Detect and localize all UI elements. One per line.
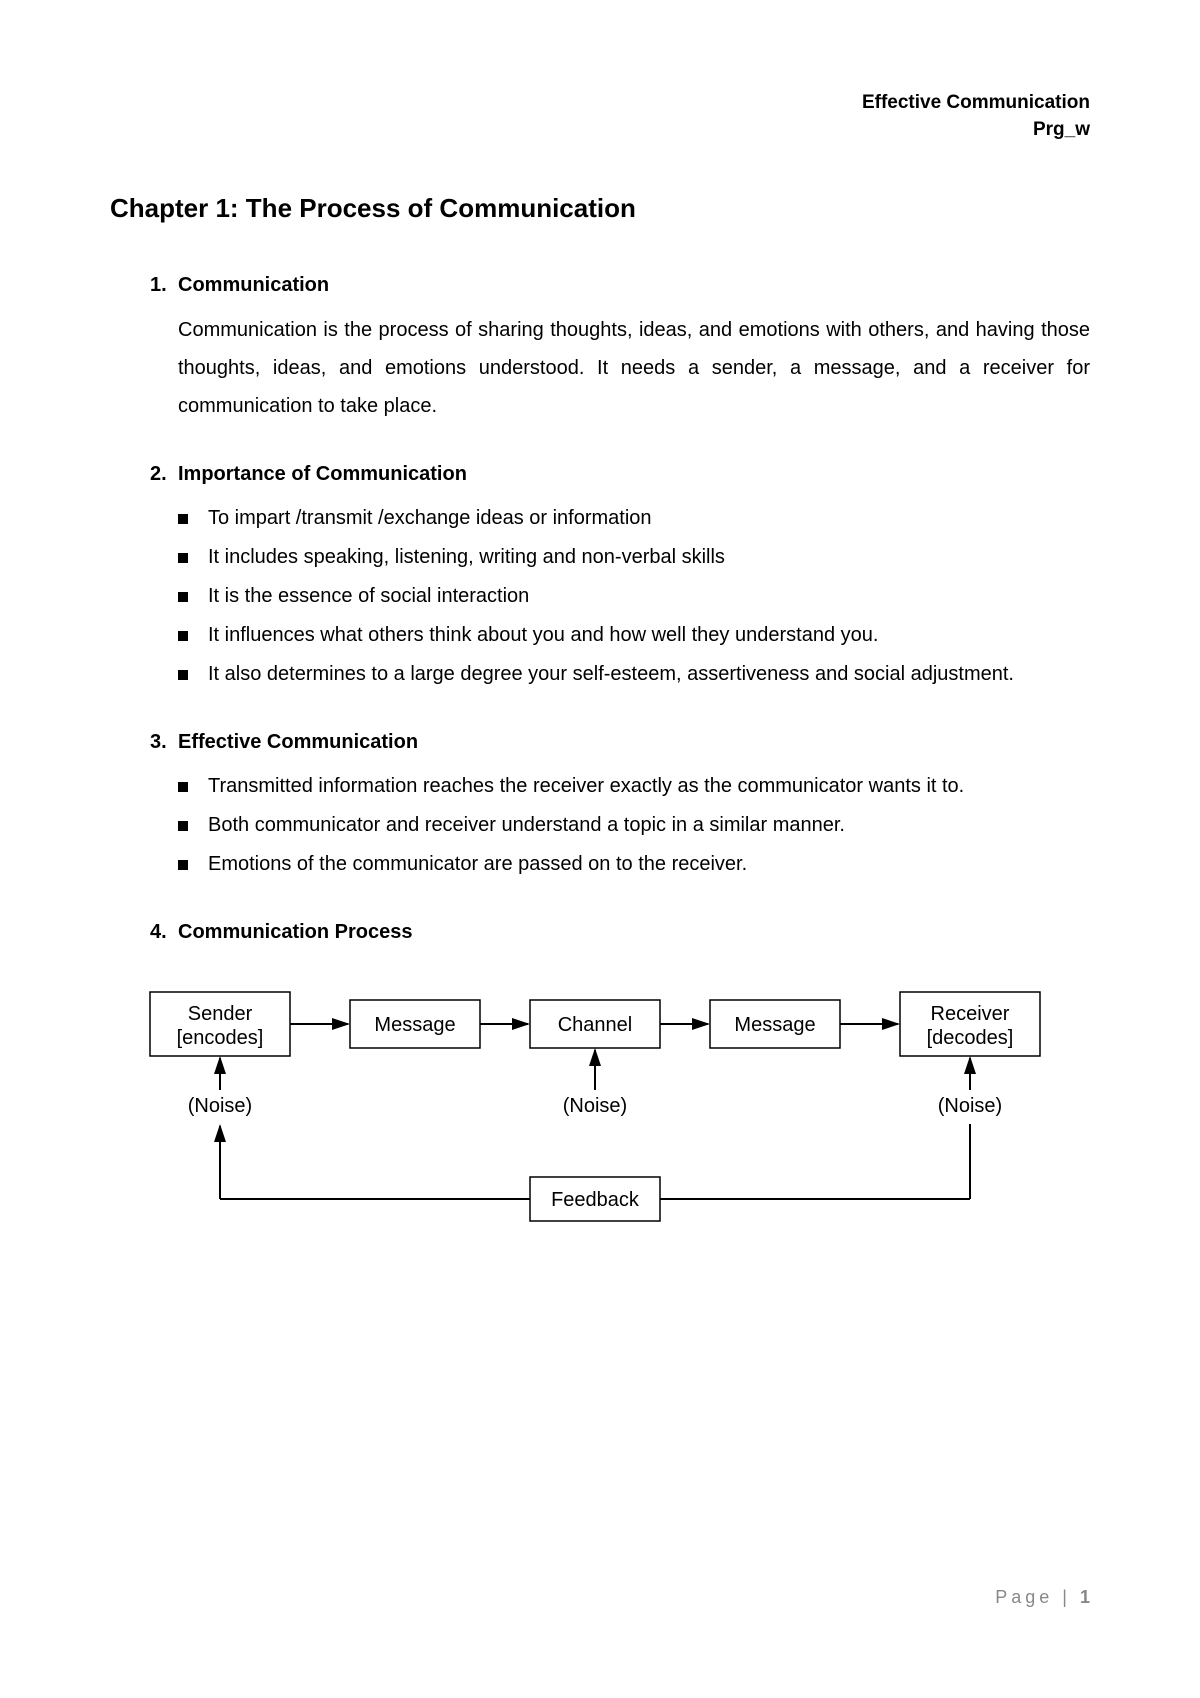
section-2-title: Importance of Communication bbox=[178, 463, 467, 485]
section-1-title: Communication bbox=[178, 274, 329, 296]
chapter-title: Chapter 1: The Process of Communication bbox=[110, 193, 1090, 224]
page-header: Effective Communication Prg_w bbox=[110, 90, 1090, 143]
bullet-icon bbox=[178, 514, 188, 524]
svg-text:Sender: Sender bbox=[188, 1003, 253, 1025]
header-line-2: Prg_w bbox=[110, 117, 1090, 144]
section-4-num: 4. bbox=[150, 921, 178, 944]
section-1: 1.Communication Communication is the pro… bbox=[150, 274, 1090, 425]
list-item: It also determines to a large degree you… bbox=[178, 656, 1090, 693]
section-3: 3.Effective Communication Transmitted in… bbox=[150, 731, 1090, 883]
list-item: It includes speaking, listening, writing… bbox=[178, 539, 1090, 576]
list-item: Both communicator and receiver understan… bbox=[178, 807, 1090, 844]
bullet-icon bbox=[178, 592, 188, 602]
section-1-heading: 1.Communication bbox=[150, 274, 1090, 297]
flowchart-svg: Sender[encodes] Message Channel Message Rece… bbox=[110, 982, 1070, 1252]
svg-text:Message: Message bbox=[374, 1014, 455, 1036]
section-1-num: 1. bbox=[150, 274, 178, 297]
footer-label: Page | bbox=[995, 1587, 1071, 1607]
svg-text:[encodes]: [encodes] bbox=[177, 1027, 264, 1049]
list-item: To impart /transmit /exchange ideas or i… bbox=[178, 500, 1090, 537]
svg-text:[decodes]: [decodes] bbox=[927, 1027, 1014, 1049]
bullet-icon bbox=[178, 553, 188, 563]
section-3-bullets: Transmitted information reaches the rece… bbox=[178, 768, 1090, 883]
svg-text:Feedback: Feedback bbox=[551, 1189, 640, 1211]
section-4-title: Communication Process bbox=[178, 921, 413, 943]
document-page: Effective Communication Prg_w Chapter 1:… bbox=[0, 0, 1200, 1317]
page-footer: Page | 1 bbox=[995, 1587, 1090, 1608]
list-item: Transmitted information reaches the rece… bbox=[178, 768, 1090, 805]
section-2-heading: 2.Importance of Communication bbox=[150, 463, 1090, 486]
section-3-num: 3. bbox=[150, 731, 178, 754]
svg-text:(Noise): (Noise) bbox=[563, 1095, 627, 1117]
section-4: 4.Communication Process bbox=[150, 921, 1090, 944]
list-item: It is the essence of social interaction bbox=[178, 578, 1090, 615]
section-2: 2.Importance of Communication To impart … bbox=[150, 463, 1090, 693]
bullet-icon bbox=[178, 821, 188, 831]
section-2-num: 2. bbox=[150, 463, 178, 486]
section-2-bullets: To impart /transmit /exchange ideas or i… bbox=[178, 500, 1090, 693]
communication-process-diagram: Sender[encodes] Message Channel Message Rece… bbox=[110, 982, 1090, 1257]
svg-text:Receiver: Receiver bbox=[931, 1003, 1010, 1025]
bullet-icon bbox=[178, 782, 188, 792]
bullet-icon bbox=[178, 860, 188, 870]
section-1-body: Communication is the process of sharing … bbox=[178, 311, 1090, 425]
svg-text:Channel: Channel bbox=[558, 1014, 633, 1036]
section-4-heading: 4.Communication Process bbox=[150, 921, 1090, 944]
list-item: It influences what others think about yo… bbox=[178, 617, 1090, 654]
svg-text:(Noise): (Noise) bbox=[188, 1095, 252, 1117]
footer-page-number: 1 bbox=[1080, 1587, 1090, 1607]
bullet-icon bbox=[178, 631, 188, 641]
section-3-title: Effective Communication bbox=[178, 731, 418, 753]
bullet-icon bbox=[178, 670, 188, 680]
list-item: Emotions of the communicator are passed … bbox=[178, 846, 1090, 883]
section-3-heading: 3.Effective Communication bbox=[150, 731, 1090, 754]
svg-text:(Noise): (Noise) bbox=[938, 1095, 1002, 1117]
svg-text:Message: Message bbox=[734, 1014, 815, 1036]
header-line-1: Effective Communication bbox=[110, 90, 1090, 117]
